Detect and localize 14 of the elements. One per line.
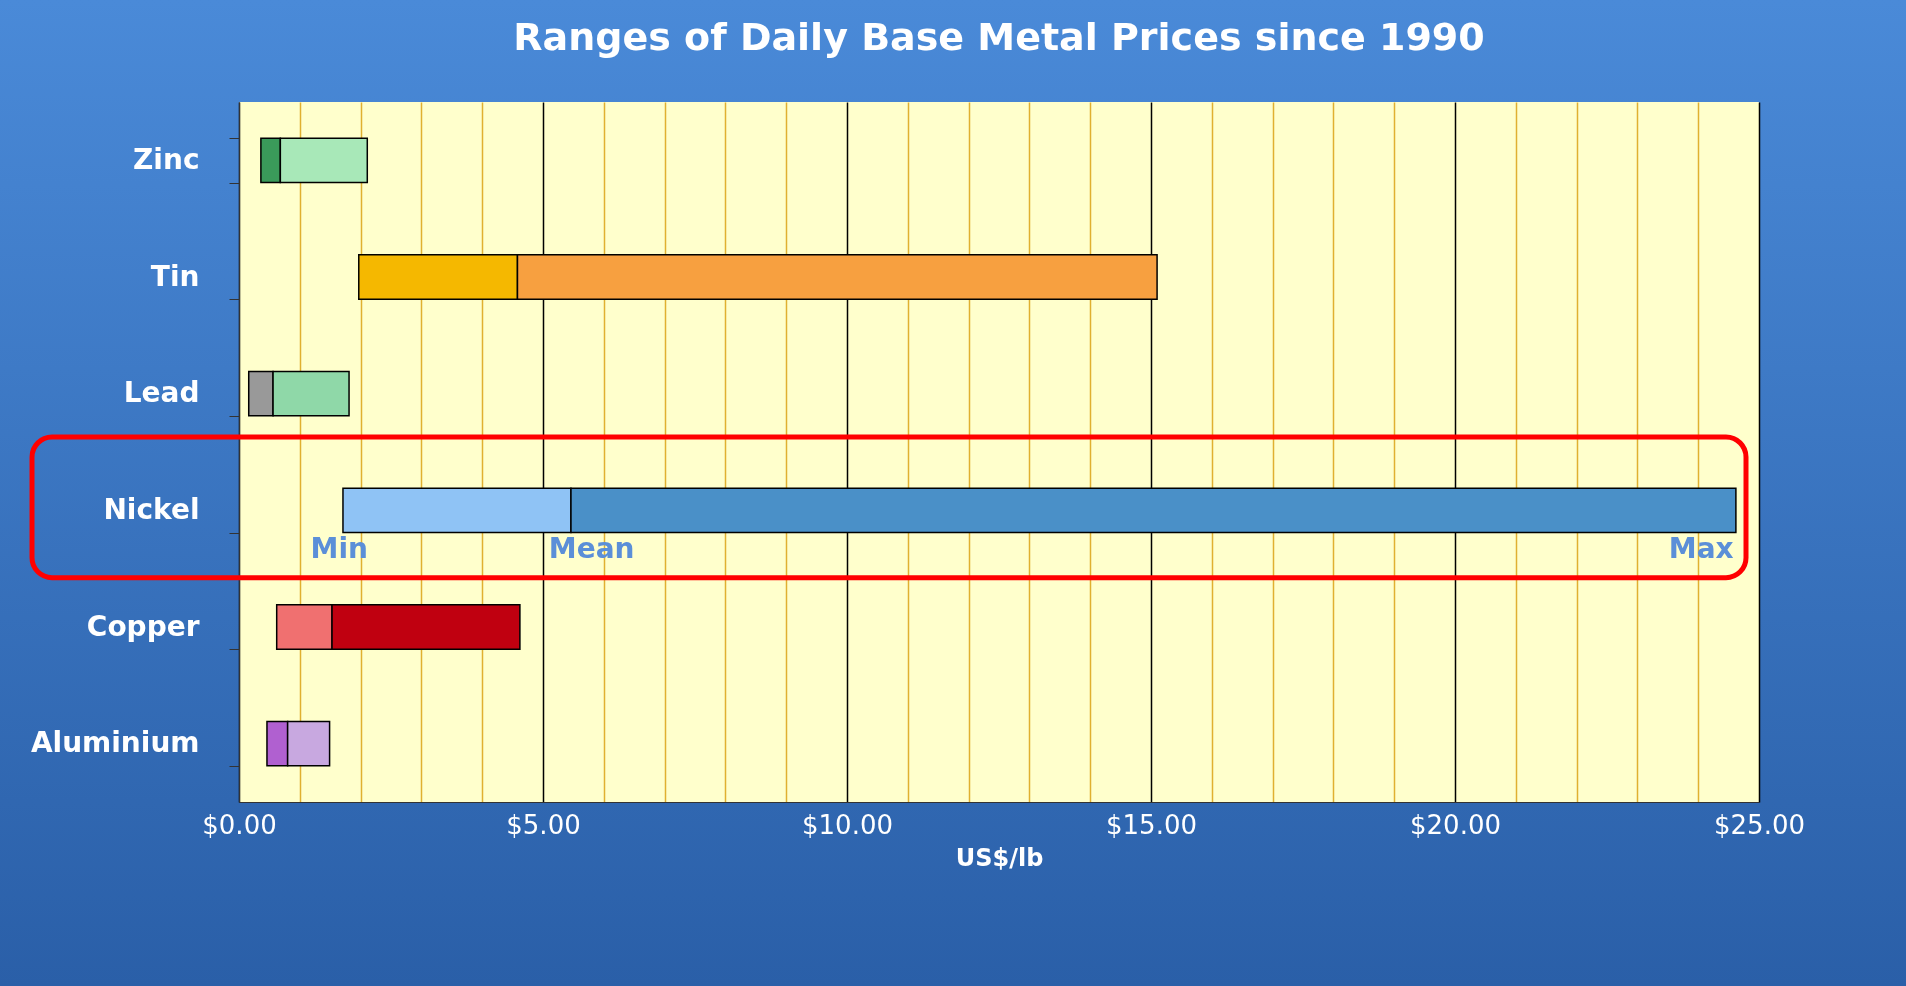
x-tick-label: $15.00: [1106, 809, 1197, 840]
y-tick-label: Tin: [150, 259, 200, 293]
y-tick-label: Nickel: [103, 492, 200, 526]
x-tick-label: $25.00: [1714, 809, 1805, 840]
y-tick-label: Aluminium: [30, 726, 200, 760]
x-tick-label: $10.00: [802, 809, 893, 840]
y-tick-label: Copper: [86, 609, 200, 643]
x-tick-label: $20.00: [1410, 809, 1501, 840]
chart-title: Ranges of Daily Base Metal Prices since 1990: [513, 15, 1485, 59]
x-tick-label: $0.00: [202, 809, 277, 840]
y-tick-label: Lead: [123, 376, 200, 410]
y-tick-label: Zinc: [133, 142, 200, 176]
x-axis-title: US$/lb: [955, 843, 1044, 872]
x-tick-label: $5.00: [506, 809, 581, 840]
